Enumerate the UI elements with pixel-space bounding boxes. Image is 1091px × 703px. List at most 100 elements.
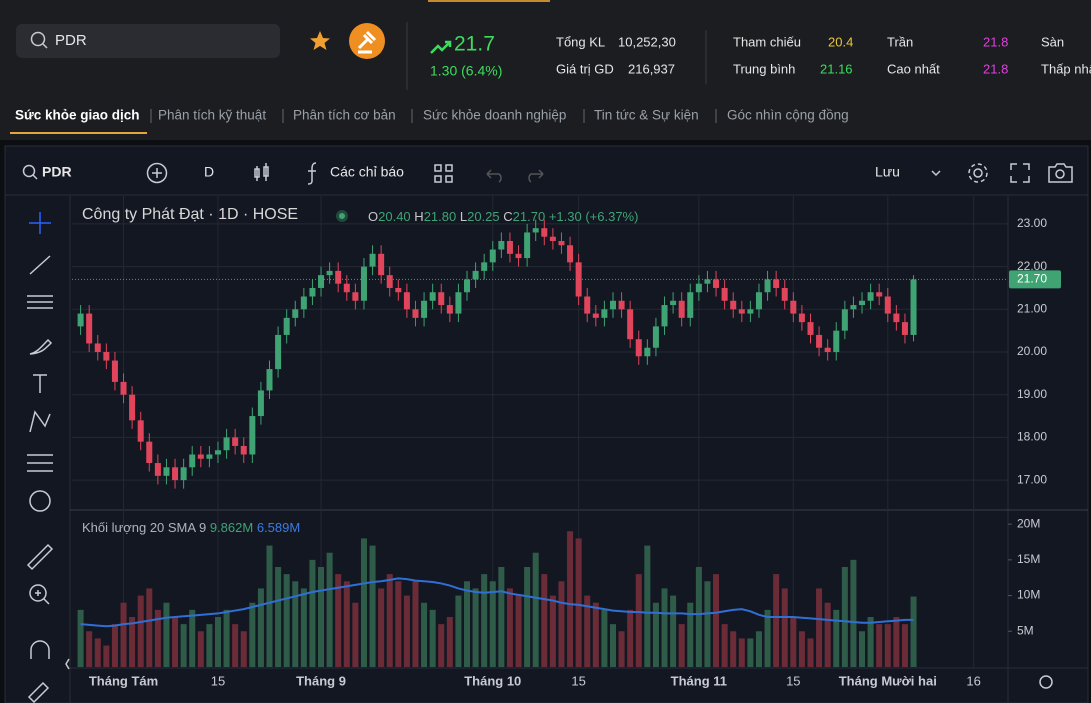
candle-body: [163, 467, 170, 476]
x-tick-label: 15: [571, 673, 585, 688]
volume-bar: [412, 581, 419, 667]
search-icon: [30, 31, 46, 47]
tab[interactable]: Sức khỏe doanh nghiệp: [423, 108, 566, 123]
candle-body: [180, 467, 187, 481]
settings-icon[interactable]: [973, 168, 983, 178]
candle-body: [824, 347, 831, 353]
forecast-tool[interactable]: [27, 454, 53, 472]
ref-label: Sàn: [1041, 34, 1064, 49]
interval[interactable]: D: [204, 164, 214, 180]
volume-bar: [713, 574, 720, 667]
candle-body: [214, 450, 221, 455]
ref-label: Tham chiếu: [733, 34, 801, 49]
chart-type-icon[interactable]: [254, 163, 269, 181]
toolbar-symbol[interactable]: PDR: [42, 164, 72, 180]
search-text[interactable]: PDR: [55, 32, 87, 49]
volume-bar: [644, 545, 651, 667]
volume-bar: [635, 574, 642, 667]
price-change: 1.30 (6.4%): [430, 63, 502, 79]
ohlc-key: C: [503, 209, 512, 224]
volume-bar: [223, 609, 230, 667]
chevron[interactable]: [931, 170, 941, 177]
add-icon: [152, 168, 162, 178]
axis-settings[interactable]: [1039, 675, 1053, 689]
volume-bar: [859, 631, 866, 667]
price: 21.7: [454, 33, 495, 56]
undo-icon[interactable]: [486, 169, 502, 183]
up-arrow: [430, 40, 452, 54]
candle-body: [103, 352, 110, 361]
ohlc-legend: O20.40 H21.80 L20.25 C21.70 +1.30 (+6.37…: [368, 209, 638, 224]
volume-bar: [747, 638, 754, 667]
candle-body: [412, 309, 419, 318]
volume-bar: [378, 588, 385, 667]
search-icon: [32, 174, 38, 180]
stat-value: 216,937: [628, 61, 675, 76]
fullscreen-icon[interactable]: [1010, 163, 1030, 183]
ruler-tool[interactable]: [26, 543, 54, 571]
volume-bar: [438, 624, 445, 667]
tab[interactable]: Sức khỏe giao dịch: [15, 108, 140, 123]
candle-body: [901, 322, 908, 335]
candle-body: [369, 253, 376, 267]
ohlc-value: 20.25: [467, 209, 500, 224]
magnet-tool[interactable]: [30, 640, 50, 659]
tab[interactable]: Tin tức & Sự kiện: [594, 108, 699, 123]
volume-bar: [86, 631, 93, 667]
volume-bar: [232, 624, 239, 667]
volume-bar: [172, 617, 179, 667]
camera-icon[interactable]: [1048, 163, 1073, 183]
candle-body: [378, 253, 385, 276]
candle-body: [232, 437, 239, 446]
candle-body: [335, 270, 342, 284]
zoom-tool[interactable]: [29, 584, 47, 602]
ref-value: 21.8: [983, 61, 1008, 76]
tab[interactable]: Góc nhìn cộng đồng: [727, 108, 849, 123]
candle-body: [506, 240, 513, 254]
redo-icon[interactable]: [528, 169, 544, 183]
emoji-tool[interactable]: [29, 490, 51, 512]
candle-body: [798, 313, 805, 323]
search-box[interactable]: [16, 24, 280, 58]
candle-body: [816, 334, 823, 348]
lock-tool[interactable]: [27, 681, 50, 703]
candle-body: [721, 287, 728, 301]
volume-bar: [816, 588, 823, 667]
volume-bar: [721, 624, 728, 667]
add-icon[interactable]: [146, 162, 168, 184]
volume-bar: [464, 581, 471, 667]
collapse[interactable]: [65, 658, 70, 670]
line-tool[interactable]: [29, 255, 51, 275]
volume-bar: [524, 567, 531, 667]
indicators[interactable]: Các chỉ báo: [330, 164, 404, 180]
crosshair-tool[interactable]: [29, 212, 51, 234]
candle-body: [309, 287, 316, 297]
tab[interactable]: Phân tích cơ bản: [293, 108, 396, 123]
tab[interactable]: Phân tích kỹ thuật: [158, 108, 266, 123]
candle-body: [129, 394, 136, 421]
indicator-icon[interactable]: [307, 162, 317, 185]
star-icon[interactable]: [310, 31, 330, 50]
volume-bar: [833, 609, 840, 667]
candle-body: [558, 240, 565, 246]
text-tool[interactable]: [33, 374, 47, 393]
candle-body: [841, 309, 848, 331]
settings-icon: [968, 163, 988, 183]
candle-body: [635, 339, 642, 357]
volume-bar: [369, 545, 376, 667]
fib-tool[interactable]: [27, 295, 53, 309]
save[interactable]: Lưu: [875, 164, 900, 180]
brush-tool[interactable]: [29, 338, 53, 355]
left-toolbar: [26, 212, 70, 703]
layout-icon[interactable]: [434, 164, 453, 183]
volume-bar: [506, 588, 513, 667]
last-price-label: 21.70: [1017, 272, 1047, 286]
pattern-tool[interactable]: [29, 410, 51, 433]
ref-label: Trần: [887, 34, 913, 49]
candle-body: [609, 300, 616, 310]
candle-body: [781, 287, 788, 301]
candle-body: [755, 292, 762, 310]
volume-bar: [609, 624, 616, 667]
volume-tick-label: 5M: [1017, 623, 1034, 637]
x-tick-label: Tháng 9: [296, 673, 346, 688]
